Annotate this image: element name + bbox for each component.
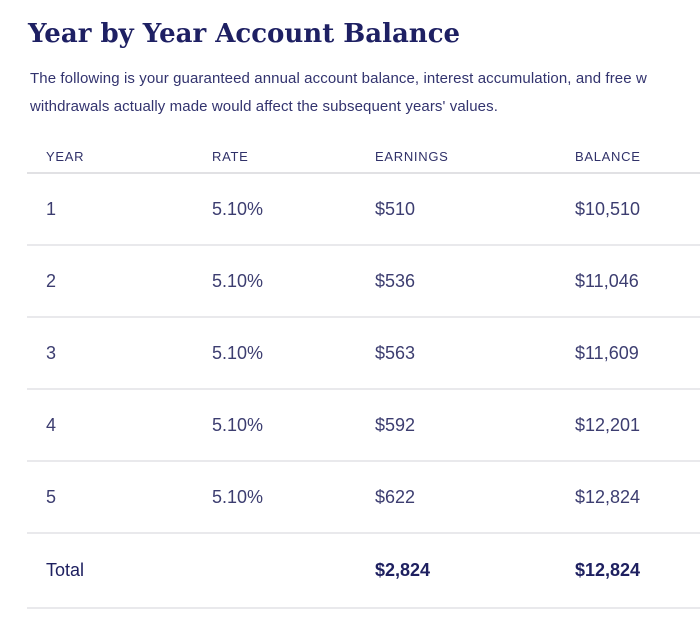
table-row: 2 5.10% $536 $11,046 [27,246,700,318]
description-paragraph: The following is your guaranteed annual … [30,65,700,121]
column-header-earnings: EARNINGS [375,148,449,164]
cell-rate: 5.10% [212,198,264,219]
cell-rate: 5.10% [212,486,264,507]
total-earnings: $2,824 [375,560,431,580]
cell-year: 3 [46,342,57,363]
total-balance: $12,824 [575,560,641,580]
cell-year: 4 [46,414,57,435]
total-label: Total [46,560,85,580]
column-header-year: YEAR [46,148,85,164]
cell-year: 2 [46,270,57,291]
cell-year: 1 [46,198,57,219]
page-title: Year by Year Account Balance [28,19,461,49]
column-header-rate: RATE [212,148,249,164]
cell-rate: 5.10% [212,270,264,291]
table-row: 5 5.10% $622 $12,824 [27,462,700,534]
cell-earnings: $592 [375,414,416,435]
column-header-balance: BALANCE [575,148,641,164]
year-by-year-balance-table: YEAR RATE EARNINGS BALANCE 1 5.10% $510 … [27,140,700,609]
cell-year: 5 [46,486,57,507]
table-row: 1 5.10% $510 $10,510 [27,174,700,246]
cell-rate: 5.10% [212,342,264,363]
cell-balance: $11,046 [575,270,639,291]
cell-balance: $12,824 [575,486,641,507]
table-header-row: YEAR RATE EARNINGS BALANCE [27,140,700,174]
cell-earnings: $563 [375,342,416,363]
description-line-1: The following is your guaranteed annual … [30,70,647,87]
cell-earnings: $510 [375,198,416,219]
cell-rate: 5.10% [212,414,264,435]
description-line-2: withdrawals actually made would affect t… [30,98,498,115]
cell-balance: $12,201 [575,414,641,435]
cell-balance: $11,609 [575,342,639,363]
cell-balance: $10,510 [575,198,641,219]
cell-earnings: $622 [375,486,416,507]
table-total-row: Total $2,824 $12,824 [27,534,700,609]
table-row: 4 5.10% $592 $12,201 [27,390,700,462]
table-row: 3 5.10% $563 $11,609 [27,318,700,390]
cell-earnings: $536 [375,270,416,291]
